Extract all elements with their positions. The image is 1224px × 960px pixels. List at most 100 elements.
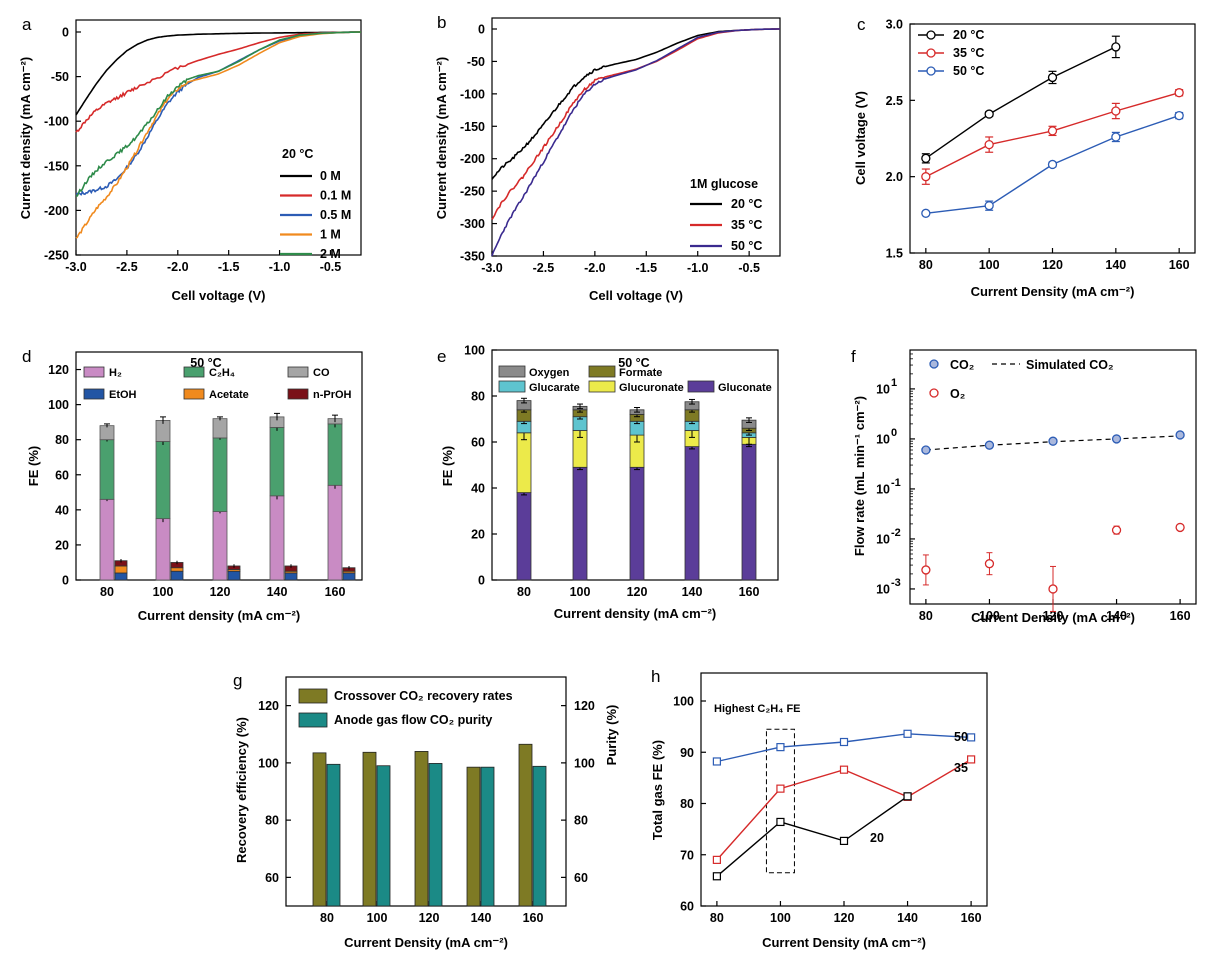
panel-f-xtick: 100 xyxy=(979,609,1000,623)
panel-c-xtick: 160 xyxy=(1169,258,1190,272)
panel-c-xtick: 120 xyxy=(1042,258,1063,272)
panel-c-point xyxy=(1047,159,1058,170)
panel-e-bar xyxy=(516,492,532,581)
panel-g-ytick: 100 xyxy=(258,756,279,770)
panel-f-co2-point xyxy=(921,445,931,455)
panel-h-xlabel: Current Density (mA cm⁻²) xyxy=(762,935,926,950)
panel-h-xtick: 80 xyxy=(710,911,724,925)
panel-letter-g: g xyxy=(233,671,242,690)
panel-d-legend-swatch xyxy=(83,388,105,400)
panel-letter-h: h xyxy=(651,667,660,686)
panel-e-legend-swatch xyxy=(498,380,526,393)
panel-c-point xyxy=(984,201,994,211)
panel-d-legend-swatch xyxy=(83,366,105,378)
panel-g-ytick-right: 60 xyxy=(574,871,588,885)
panel-c-point xyxy=(921,208,931,218)
panel-b-ytick: -150 xyxy=(460,120,485,134)
panel-d-ytick: 0 xyxy=(62,574,69,588)
panel-e-bar xyxy=(629,466,645,581)
panel-f-co2-point xyxy=(1111,434,1122,444)
panel-e-ytick: 20 xyxy=(471,528,485,542)
panel-h-ytick: 90 xyxy=(680,746,694,760)
panel-g-ytick-right: 100 xyxy=(574,756,595,770)
panel-b-ylabel: Current density (mA cm⁻²) xyxy=(434,57,449,219)
panel-g-legend-label: Crossover CO₂ recovery rates xyxy=(334,689,513,703)
panel-d-legend-swatch xyxy=(183,366,205,378)
panel-d-bar xyxy=(114,565,128,574)
panel-c-ylabel: Cell voltage (V) xyxy=(853,91,868,185)
panel-b-xlabel: Cell voltage (V) xyxy=(589,288,683,303)
panel-a-series-line xyxy=(75,31,362,196)
panel-h-point xyxy=(903,729,912,738)
panel-h-ytick: 80 xyxy=(680,797,694,811)
panel-a-legend-label: 0.1 M xyxy=(320,189,351,203)
panel-f-ytick-base: 10 xyxy=(876,582,890,596)
panel-h-point xyxy=(712,855,721,864)
panel-c-xtick: 100 xyxy=(979,258,1000,272)
panel-e-bar xyxy=(516,432,532,493)
panel-a-xtick: -0.5 xyxy=(320,260,342,274)
panel-c-point xyxy=(1047,126,1058,136)
panel-d-bar xyxy=(170,567,184,572)
panel-c-point xyxy=(1111,42,1121,52)
panel-g-bar xyxy=(312,752,327,907)
panel-e-ytick: 40 xyxy=(471,482,485,496)
panel-c-point xyxy=(1111,106,1121,116)
panel-b-xtick: -3.0 xyxy=(481,261,503,275)
panel-h-xtick: 140 xyxy=(897,911,918,925)
panel-e-xtick: 120 xyxy=(627,585,648,599)
panel-d-legend-label: Acetate xyxy=(209,389,249,401)
panel-c-series-line xyxy=(925,46,1117,159)
panel-h-series-line xyxy=(716,795,909,877)
panel-f-o2-point xyxy=(1175,522,1185,533)
panel-a-series-line xyxy=(75,31,362,133)
panel-g-bar xyxy=(466,766,481,907)
panel-a-ytick: -200 xyxy=(44,204,69,218)
panel-h-point xyxy=(967,755,976,764)
panel-g-xtick: 140 xyxy=(471,911,492,925)
panel-h-point xyxy=(776,784,785,793)
panel-d-bar xyxy=(99,498,115,581)
panel-a-ylabel: Current density (mA cm⁻²) xyxy=(18,57,33,219)
panel-d-xtick: 140 xyxy=(267,585,288,599)
panel-c-point xyxy=(921,172,931,182)
panel-f-legend-o2-marker xyxy=(929,388,939,398)
panel-h-point xyxy=(903,792,912,801)
panel-b-legend-title: 1M glucose xyxy=(690,177,758,191)
panel-a-xtick: -2.5 xyxy=(116,260,138,274)
panel-f-legend-label: O₂ xyxy=(950,387,965,401)
panel-d-legend-swatch xyxy=(183,388,205,400)
panel-g-xtick: 120 xyxy=(419,911,440,925)
panel-e-legend-swatch xyxy=(687,380,715,393)
panel-letter-e: e xyxy=(437,347,446,366)
panel-d-ytick: 60 xyxy=(55,468,69,482)
panel-h-series-label-50: 50 xyxy=(954,730,968,744)
panel-d-bar xyxy=(269,495,285,581)
panel-letter-f: f xyxy=(851,347,856,366)
panel-a-ytick: -150 xyxy=(44,159,69,173)
panel-a-series-line xyxy=(75,31,362,197)
panel-h-point xyxy=(839,737,849,747)
panel-g-legend-label: Anode gas flow CO₂ purity xyxy=(334,713,492,727)
panel-d-legend-label: n-PrOH xyxy=(313,389,352,401)
panel-g-ytick-right: 80 xyxy=(574,814,588,828)
panel-g-bar xyxy=(414,751,429,907)
panel-c-xtick: 80 xyxy=(919,258,933,272)
panel-g-ytick: 120 xyxy=(258,699,279,713)
panel-d-xtick: 100 xyxy=(153,585,174,599)
panel-c-point xyxy=(1047,72,1058,83)
panel-a-ytick: -100 xyxy=(44,115,69,129)
panel-a-legend-label: 1 M xyxy=(320,228,341,242)
panel-b-ytick: -350 xyxy=(460,250,485,264)
panel-h-point xyxy=(776,743,785,752)
panel-d-ytick: 100 xyxy=(48,398,69,412)
panel-d-ytick: 20 xyxy=(55,538,69,552)
panel-f-co2-point xyxy=(1175,430,1185,440)
panel-c-point xyxy=(984,139,994,150)
panel-a-series-line xyxy=(75,31,361,116)
panel-letter-b: b xyxy=(437,13,446,32)
panel-e-xtick: 140 xyxy=(682,585,703,599)
panel-e-bar xyxy=(572,466,588,581)
panel-d-bar xyxy=(155,441,171,520)
panel-c-point xyxy=(921,153,931,163)
